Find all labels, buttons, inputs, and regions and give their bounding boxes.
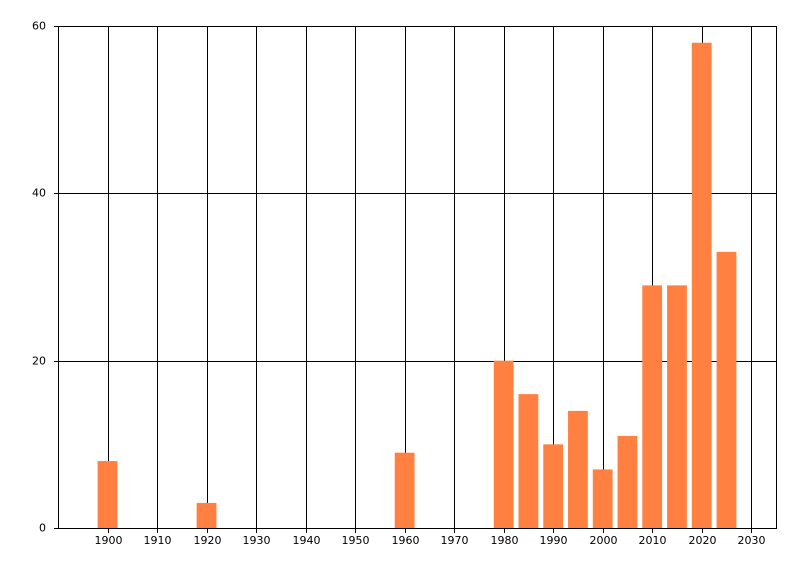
- x-tick-label: 1940: [293, 534, 321, 547]
- bar: [394, 452, 415, 528]
- bar: [97, 461, 118, 528]
- x-tick-label: 2030: [738, 534, 766, 547]
- x-tick-label: 1960: [392, 534, 420, 547]
- bar: [493, 360, 514, 528]
- x-tick-label: 2010: [639, 534, 667, 547]
- x-tick-label: 1930: [243, 534, 271, 547]
- bar: [691, 42, 712, 528]
- y-tick-label: 20: [32, 355, 46, 368]
- x-tick-label: 1910: [144, 534, 172, 547]
- x-tick-label: 1950: [342, 534, 370, 547]
- x-tick-label: 2020: [689, 534, 717, 547]
- bar: [617, 435, 638, 528]
- bar: [716, 251, 737, 528]
- x-tick-label: 1970: [441, 534, 469, 547]
- x-tick-label: 1920: [194, 534, 222, 547]
- bar: [543, 444, 564, 528]
- x-tick-label: 1980: [491, 534, 519, 547]
- bar: [196, 502, 217, 528]
- x-tick-label: 2000: [590, 534, 618, 547]
- bar: [642, 285, 663, 528]
- y-tick-label: 40: [32, 187, 46, 200]
- x-tick-label: 1900: [95, 534, 123, 547]
- bar: [667, 285, 687, 528]
- bar: [592, 469, 613, 528]
- bar: [518, 394, 539, 528]
- x-tick-label: 1990: [540, 534, 568, 547]
- y-tick-label: 0: [39, 522, 46, 535]
- bar: [568, 410, 588, 528]
- y-tick-label: 60: [32, 20, 46, 33]
